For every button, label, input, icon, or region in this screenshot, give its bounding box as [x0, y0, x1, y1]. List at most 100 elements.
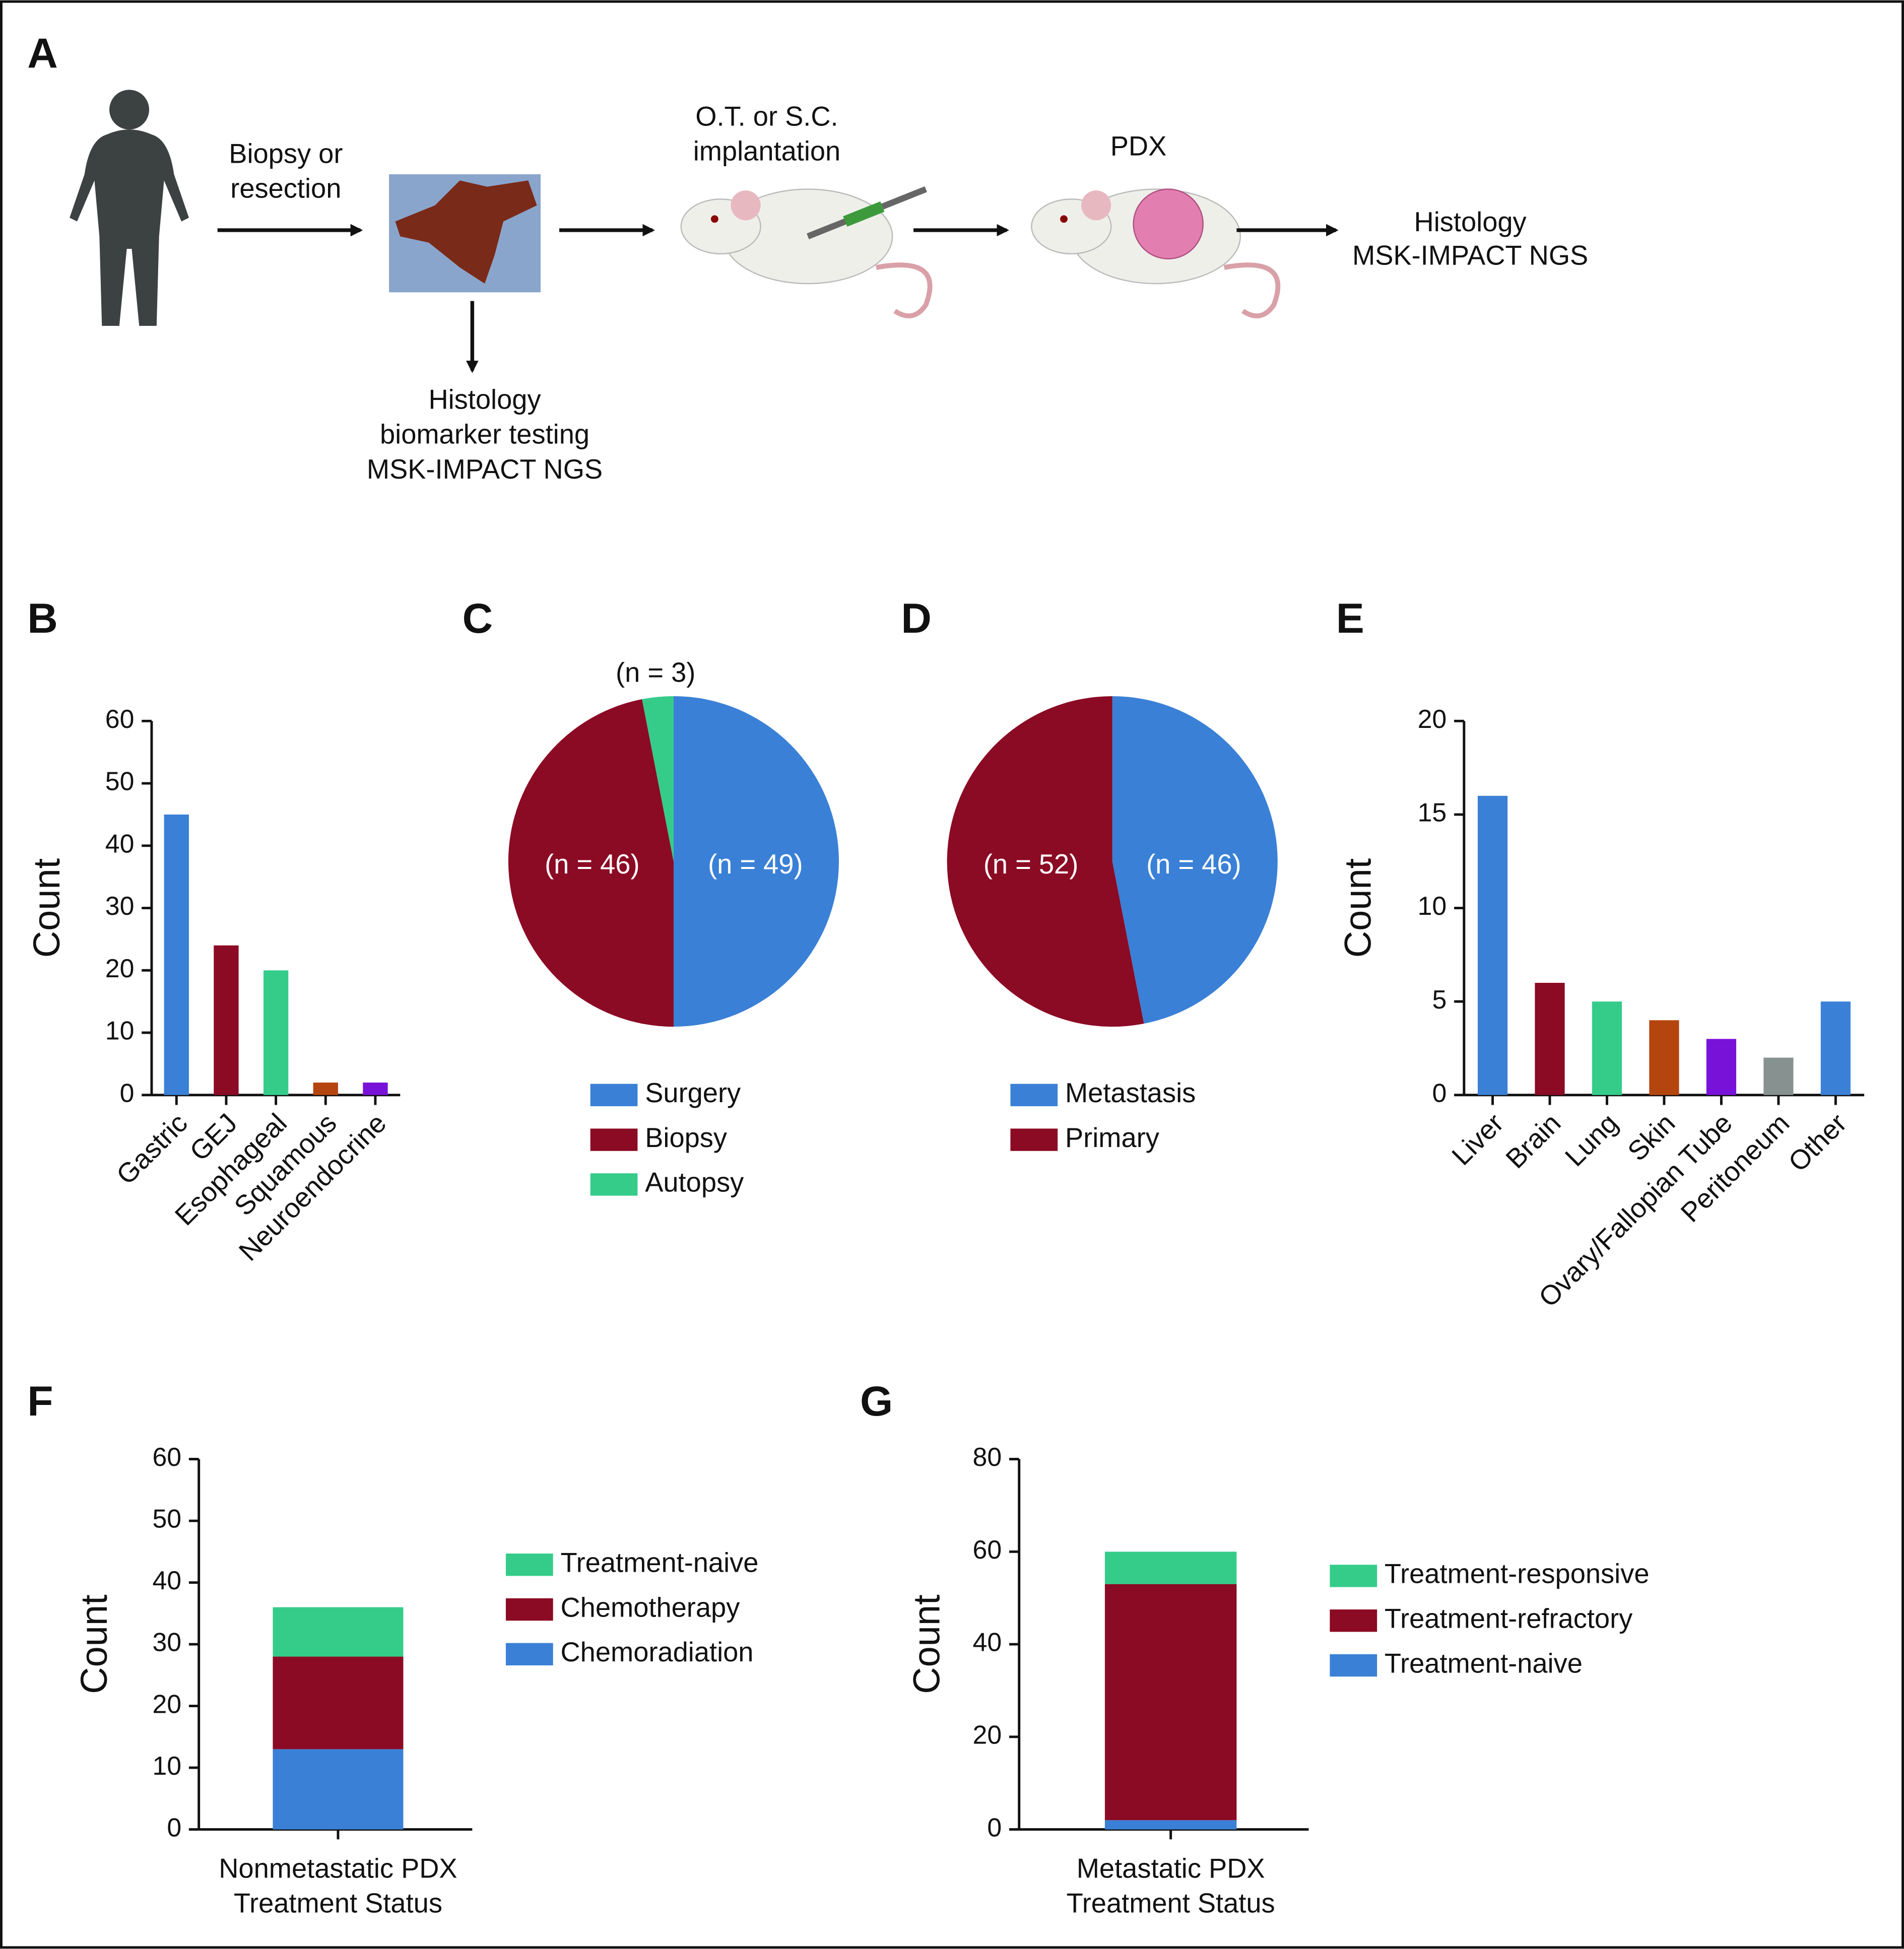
- bar: [363, 1083, 388, 1095]
- step-label: MSK-IMPACT NGS: [1352, 241, 1588, 271]
- y-tick-label: 0: [167, 1812, 181, 1842]
- human-icon: [70, 90, 189, 326]
- y-tick-label: 50: [153, 1504, 182, 1533]
- legend-swatch: [1010, 1084, 1058, 1106]
- y-tick-label: 15: [1418, 798, 1447, 827]
- y-tick-label: 20: [1418, 704, 1447, 733]
- bar: [1649, 1020, 1679, 1095]
- y-axis-label: Count: [73, 1594, 115, 1694]
- legend-label: Treatment-naive: [560, 1548, 758, 1578]
- legend-swatch: [1330, 1609, 1377, 1632]
- y-tick-label: 0: [1432, 1078, 1447, 1107]
- bar: [164, 814, 189, 1095]
- value-label: (n = 52): [983, 849, 1078, 880]
- bar-segment: [273, 1749, 404, 1830]
- legend-label: Biopsy: [645, 1123, 728, 1153]
- x-tick-label: Metastatic PDX: [1077, 1853, 1265, 1884]
- y-axis-label: Count: [26, 858, 68, 958]
- legend-label: Metastasis: [1065, 1078, 1196, 1108]
- bar: [1763, 1057, 1794, 1095]
- panel-a: A Biopsy or resection Histology biomarke…: [27, 29, 1588, 485]
- value-label: (n = 49): [708, 849, 803, 880]
- mouse-icon: [1031, 188, 1281, 318]
- panel-label: A: [27, 29, 58, 77]
- legend-swatch: [505, 1598, 553, 1621]
- value-label: (n = 3): [616, 658, 695, 688]
- step-label: implantation: [693, 136, 841, 166]
- y-tick-label: 40: [973, 1628, 1002, 1657]
- y-tick-label: 50: [105, 767, 135, 796]
- bar: [214, 945, 239, 1095]
- bar: [1820, 1001, 1851, 1095]
- panel-label: F: [27, 1377, 53, 1425]
- pie-slice: [947, 696, 1144, 1027]
- panel-label: G: [860, 1377, 893, 1425]
- legend-swatch: [505, 1553, 553, 1576]
- y-tick-label: 30: [105, 891, 135, 920]
- pie-slice: [673, 696, 839, 1027]
- y-tick-label: 20: [105, 954, 135, 983]
- pie-slice: [508, 699, 674, 1027]
- y-tick-label: 10: [153, 1751, 182, 1780]
- y-axis-label: Count: [906, 1594, 948, 1694]
- step-label: Histology: [1414, 207, 1527, 237]
- y-tick-label: 10: [1418, 891, 1447, 920]
- panel-label: D: [901, 594, 932, 642]
- bar: [1535, 983, 1565, 1095]
- y-tick-label: 20: [973, 1720, 1002, 1750]
- legend-label: Chemotherapy: [560, 1592, 740, 1623]
- bar-segment: [1104, 1820, 1237, 1830]
- step-label: O.T. or S.C.: [695, 101, 838, 131]
- value-label: (n = 46): [545, 849, 639, 880]
- y-tick-label: 60: [153, 1442, 182, 1471]
- legend-swatch: [1010, 1128, 1058, 1151]
- legend-swatch: [590, 1084, 638, 1106]
- x-axis-label: Treatment Status: [1067, 1888, 1275, 1918]
- x-tick-label: Nonmetastatic PDX: [219, 1853, 457, 1884]
- step-label: Biopsy or: [229, 139, 343, 169]
- y-tick-label: 60: [973, 1535, 1002, 1564]
- panel-label: B: [27, 594, 58, 642]
- bar: [1477, 795, 1508, 1095]
- bar-segment: [1104, 1552, 1237, 1584]
- step-label: PDX: [1110, 131, 1167, 161]
- pie-slice: [642, 696, 674, 862]
- y-axis-label: Count: [1337, 858, 1379, 958]
- y-tick-label: 10: [105, 1016, 135, 1045]
- bar: [1592, 1001, 1622, 1095]
- pie-slice: [1112, 696, 1278, 1024]
- legend-label: Autopsy: [645, 1168, 744, 1198]
- step-label: Histology: [428, 385, 541, 415]
- x-axis-label: Treatment Status: [234, 1888, 442, 1918]
- bar-segment: [273, 1607, 404, 1657]
- legend-label: Surgery: [645, 1078, 741, 1108]
- mouse-icon: [680, 186, 933, 318]
- bar: [1706, 1039, 1736, 1095]
- y-tick-label: 30: [153, 1628, 182, 1657]
- bar: [263, 970, 289, 1095]
- panel-label: E: [1336, 594, 1364, 642]
- y-tick-label: 0: [987, 1812, 1002, 1842]
- legend-label: Treatment-refractory: [1385, 1604, 1633, 1634]
- legend-label: Chemoradiation: [560, 1637, 753, 1667]
- tissue-image: [389, 174, 541, 293]
- y-tick-label: 20: [153, 1689, 182, 1718]
- y-tick-label: 40: [153, 1566, 182, 1595]
- legend-swatch: [505, 1643, 553, 1665]
- bar: [313, 1083, 338, 1095]
- y-tick-label: 5: [1432, 985, 1447, 1014]
- legend-swatch: [590, 1173, 638, 1196]
- step-label: biomarker testing: [380, 420, 589, 450]
- value-label: (n = 46): [1146, 849, 1241, 880]
- legend-swatch: [1330, 1565, 1377, 1587]
- y-tick-label: 80: [973, 1442, 1002, 1471]
- legend-swatch: [1330, 1654, 1377, 1677]
- legend-label: Treatment-naive: [1385, 1648, 1583, 1678]
- legend-label: Treatment-responsive: [1385, 1559, 1650, 1589]
- y-tick-label: 40: [105, 829, 135, 858]
- bar-segment: [1104, 1584, 1237, 1821]
- y-tick-label: 60: [105, 704, 135, 733]
- legend-swatch: [590, 1128, 638, 1151]
